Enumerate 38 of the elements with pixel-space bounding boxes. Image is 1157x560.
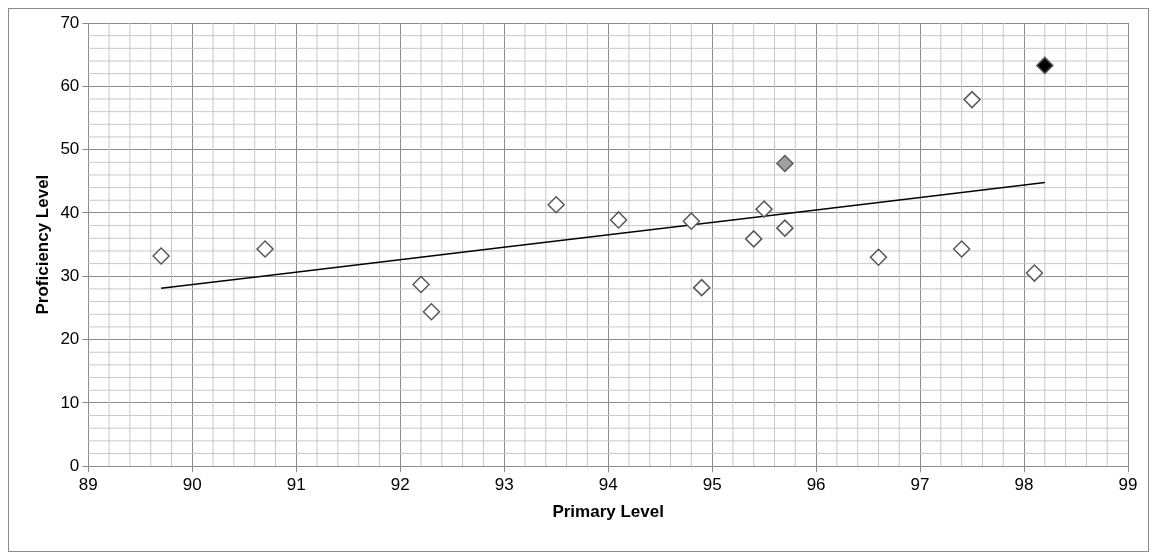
y-tick-label: 10 [60, 392, 80, 412]
x-tick-label: 89 [78, 475, 98, 495]
x-tick-label: 95 [702, 475, 722, 495]
y-tick-label: 60 [60, 76, 80, 95]
y-tick-label: 50 [60, 139, 80, 159]
x-tick-label: 93 [494, 475, 514, 495]
y-tick-label: 70 [60, 12, 80, 32]
y-tick-label: 30 [60, 265, 80, 285]
x-tick-label: 99 [1118, 475, 1138, 495]
point [256, 240, 274, 258]
y-tick-label: 20 [60, 329, 80, 349]
point [776, 154, 794, 173]
point [1025, 264, 1044, 282]
point [609, 211, 628, 229]
point [692, 278, 711, 297]
x-tick-label: 90 [182, 475, 202, 495]
x-tick-label: 92 [390, 475, 410, 495]
y-axis-title: Proficiency Level [32, 174, 52, 315]
point [1036, 56, 1054, 75]
point [422, 302, 441, 321]
x-tick-label: 91 [286, 475, 306, 495]
x-tick-label: 96 [806, 475, 826, 495]
point [776, 219, 794, 237]
point [682, 212, 701, 230]
point [744, 230, 763, 248]
point [152, 247, 170, 265]
point [963, 90, 981, 109]
x-axis-title: Primary Level [552, 502, 664, 522]
x-tick-label: 97 [910, 475, 930, 495]
y-tick-label: 40 [60, 202, 80, 222]
x-tick-label: 94 [598, 475, 618, 495]
point [869, 248, 888, 267]
point [547, 195, 565, 214]
point [412, 275, 430, 294]
x-tick-label: 98 [1014, 475, 1034, 495]
y-tick-label: 0 [69, 455, 80, 475]
point [952, 240, 971, 258]
point [755, 200, 773, 218]
